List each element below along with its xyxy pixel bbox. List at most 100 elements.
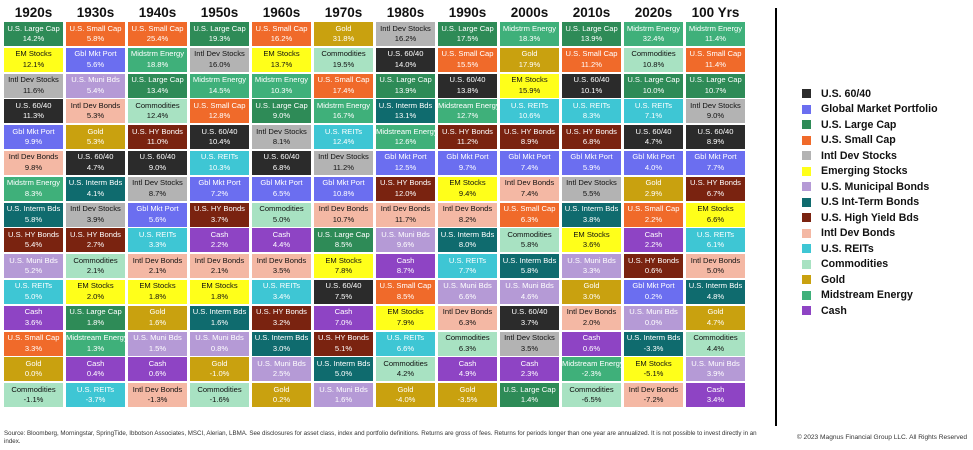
asset-name-label: Cash	[24, 307, 43, 317]
asset-name-label: U.S. Interm Bds	[6, 204, 61, 214]
asset-name-label: U.S. Large Cap	[379, 75, 432, 85]
asset-name-label: EM Stocks	[697, 204, 734, 214]
source-footnote: Source: Bloomberg, Morningstar, SpringTi…	[4, 430, 757, 445]
legend-swatch	[802, 290, 811, 300]
return-cell: U.S. Small Cap 8.5%	[376, 279, 435, 304]
asset-name-label: U.S. HY Bonds	[690, 178, 741, 188]
asset-name-label: U.S. Interm Bds	[502, 255, 557, 265]
return-value-label: 6.1%	[706, 240, 725, 250]
return-cell: Cash 0.4%	[66, 357, 125, 382]
asset-name-label: Intl Dev Stocks	[256, 126, 307, 136]
return-value-label: 10.0%	[642, 85, 665, 95]
return-value-label: 2.2%	[210, 240, 229, 250]
legend-swatch	[802, 120, 811, 130]
return-cell: U.S. 60/40 3.7%	[500, 305, 559, 330]
return-value-label: 3.3%	[24, 343, 43, 353]
asset-name-label: U.S. HY Bonds	[70, 229, 121, 239]
return-value-label: -3.7%	[85, 395, 106, 405]
return-value-label: 25.4%	[146, 34, 169, 43]
return-cell: U.S. Interm Bds 5.8%	[500, 254, 559, 279]
return-cell: Cash 3.4%	[686, 383, 745, 408]
return-value-label: 4.4%	[272, 240, 291, 250]
return-cell: U.S. 60/40 11.3%	[4, 99, 63, 124]
return-cell: U.S. 60/40 10.4%	[190, 125, 249, 150]
return-value-label: 9.0%	[706, 111, 725, 121]
return-cell: Commodities -6.5%	[562, 383, 621, 408]
return-cell: U.S. REITs 7.1%	[624, 99, 683, 124]
return-cell: Gold 1.6%	[128, 305, 187, 330]
legend-swatch	[802, 166, 811, 176]
return-cell: U.S. Interm Bds 3.8%	[562, 202, 621, 227]
asset-name-label: Gold	[335, 23, 352, 33]
return-cell: Gold -3.5%	[438, 383, 497, 408]
return-value-label: 5.4%	[86, 85, 105, 95]
return-value-label: 1.8%	[210, 291, 229, 301]
return-value-label: 8.1%	[272, 137, 291, 147]
decade-column: 2010s U.S. Large Cap 13.9% U.S. Small Cap 11…	[562, 4, 621, 409]
asset-name-label: Intl Dev Stocks	[380, 23, 431, 33]
legend-swatch	[802, 306, 811, 316]
return-cell: Commodities 6.3%	[438, 331, 497, 356]
return-value-label: 2.0%	[86, 291, 105, 301]
return-cell: Intl Dev Bonds 2.1%	[190, 254, 249, 279]
asset-name-label: EM Stocks	[77, 281, 114, 291]
asset-name-label: Commodities	[569, 384, 614, 394]
return-cell: U.S. REITs 6.6%	[376, 331, 435, 356]
asset-name-label: U.S. Large Cap	[317, 229, 370, 239]
asset-name-label: U.S. Interm Bds	[440, 229, 495, 239]
return-cell: EM Stocks 9.4%	[438, 176, 497, 201]
return-value-label: 10.8%	[332, 188, 355, 198]
return-value-label: -1.6%	[209, 395, 230, 405]
return-value-label: 11.2%	[333, 162, 354, 172]
return-cell: Commodities -1.6%	[190, 383, 249, 408]
return-cell: EM Stocks 1.8%	[128, 279, 187, 304]
return-cell: Intl Dev Bonds 2.0%	[562, 305, 621, 330]
asset-name-label: U.S. Large Cap	[255, 100, 308, 110]
asset-name-label: Gbl Mkt Port	[694, 152, 737, 162]
asset-name-label: U.S. Large Cap	[7, 23, 60, 33]
return-value-label: 1.3%	[86, 343, 105, 353]
return-cell: Intl Dev Stocks 16.2%	[376, 22, 435, 46]
return-cell: U.S. Large Cap 19.3%	[190, 22, 249, 46]
return-value-label: 3.3%	[582, 266, 601, 276]
return-cell: U.S. Muni Bds 0.8%	[190, 331, 249, 356]
asset-name-label: U.S. 60/40	[635, 126, 672, 136]
legend-swatch	[802, 135, 811, 145]
return-value-label: 6.3%	[520, 214, 539, 224]
asset-name-label: U.S. Muni Bds	[381, 229, 430, 239]
return-value-label: 3.4%	[272, 291, 291, 301]
return-value-label: 17.9%	[518, 59, 541, 69]
asset-name-label: Midstrm Energy	[6, 178, 61, 188]
return-value-label: 6.5%	[272, 188, 291, 198]
return-cell: U.S. Small Cap 12.8%	[190, 99, 249, 124]
asset-name-label: U.S. HY Bonds	[504, 126, 555, 136]
return-value-label: -1.1%	[23, 395, 44, 405]
asset-name-label: Gbl Mkt Port	[74, 49, 117, 59]
asset-name-label: Commodities	[73, 255, 118, 265]
legend-label: U.S. REITs	[821, 242, 874, 255]
return-cell: U.S. Muni Bds 3.3%	[562, 254, 621, 279]
asset-name-label: Midstrm Energy	[626, 23, 681, 33]
asset-name-label: U.S. Interm Bds	[192, 307, 247, 317]
return-value-label: 8.5%	[396, 291, 415, 301]
asset-name-label: Gold	[149, 307, 166, 317]
return-value-label: 17.4%	[332, 85, 355, 95]
asset-name-label: U.S. Muni Bds	[691, 358, 740, 368]
asset-name-label: Cash	[582, 333, 601, 343]
return-value-label: 14.0%	[394, 59, 417, 69]
return-value-label: 11.2%	[457, 137, 478, 147]
asset-name-label: Intl Dev Stocks	[318, 152, 369, 162]
return-cell: Gold 4.7%	[686, 305, 745, 330]
column-header: 1980s	[386, 5, 425, 20]
return-value-label: 3.7%	[210, 214, 229, 224]
legend-swatch	[802, 182, 811, 192]
asset-name-label: Intl Dev Stocks	[194, 49, 245, 59]
return-value-label: 11.2%	[581, 59, 602, 69]
return-cell: Cash 0.6%	[562, 331, 621, 356]
return-value-label: 10.1%	[580, 85, 603, 95]
asset-name-label: U.S. REITs	[572, 100, 611, 110]
asset-name-label: U.S. Muni Bds	[629, 307, 678, 317]
legend-item: Emerging Stocks	[802, 164, 938, 180]
divider-line	[775, 8, 777, 426]
decade-column: 1940s U.S. Small Cap 25.4% Midstrm Energy 18…	[128, 4, 187, 409]
